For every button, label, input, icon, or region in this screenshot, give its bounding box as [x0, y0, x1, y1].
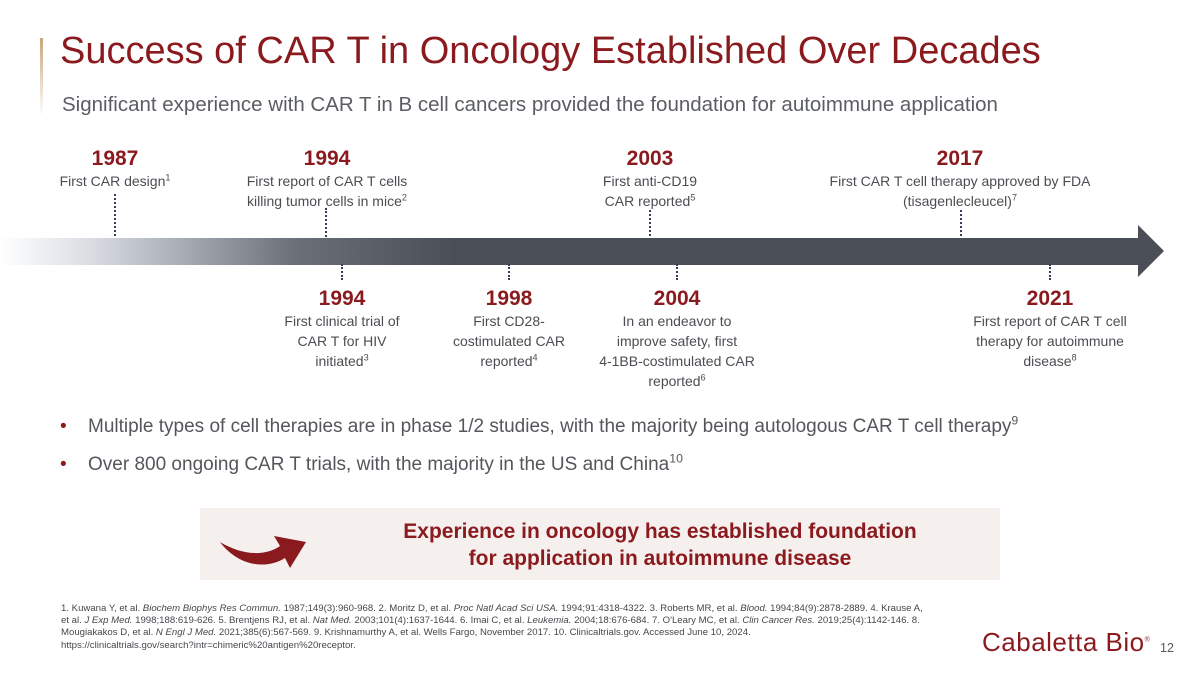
- callout-text: Experience in oncology has established f…: [403, 520, 917, 570]
- timeline-arrow-head: [1138, 225, 1164, 277]
- milestone-year: 2021: [1026, 287, 1074, 310]
- bullet-marker: •: [60, 454, 67, 475]
- milestone-desc: First anti-CD19 CAR reported5: [602, 173, 698, 209]
- milestone-2003: 2003 First anti-CD19 CAR reported5: [560, 147, 740, 211]
- milestone-1987: 1987 First CAR design1: [40, 147, 190, 191]
- milestone-year: 1998: [485, 287, 533, 310]
- title-accent-bar: [40, 38, 43, 116]
- timeline-connector: [341, 264, 343, 280]
- milestone-1994-hiv: 1994 First clinical trial of CAR T for H…: [262, 287, 422, 371]
- milestone-year: 2003: [626, 147, 674, 170]
- page-number: 12: [1160, 641, 1174, 655]
- references: 1. Kuwana Y, et al. Biochem Biophys Res …: [61, 603, 923, 651]
- milestone-1998: 1998 First CD28- costimulated CAR report…: [434, 287, 584, 371]
- timeline-connector: [508, 264, 510, 280]
- timeline-connector: [960, 210, 962, 240]
- milestone-2004: 2004 In an endeavor to improve safety, f…: [577, 287, 777, 391]
- milestone-year: 2004: [653, 287, 701, 310]
- timeline-connector: [1049, 264, 1051, 280]
- milestone-desc: First report of CAR T cell therapy for a…: [973, 313, 1127, 369]
- timeline-connector: [325, 208, 327, 240]
- company-logo: Cabaletta Bio®: [982, 627, 1151, 657]
- milestone-desc: First report of CAR T cells killing tumo…: [246, 173, 408, 209]
- slide-title: Success of CAR T in Oncology Established…: [60, 30, 1041, 72]
- milestone-desc: First clinical trial of CAR T for HIV in…: [284, 313, 400, 369]
- timeline-connector: [649, 210, 651, 240]
- bullet-item: • Multiple types of cell therapies are i…: [60, 413, 1019, 437]
- reference-url: https://clinicaltrials.gov/search?intr=c…: [61, 639, 356, 651]
- bullet-list: • Multiple types of cell therapies are i…: [60, 413, 1019, 491]
- timeline-connector: [676, 264, 678, 280]
- milestone-2021: 2021 First report of CAR T cell therapy …: [955, 287, 1145, 371]
- timeline-arrow-band: [0, 238, 1140, 265]
- timeline-connector: [114, 194, 116, 240]
- milestone-year: 2017: [936, 147, 984, 170]
- slide-subtitle: Significant experience with CAR T in B c…: [62, 93, 998, 116]
- milestone-desc: In an endeavor to improve safety, first …: [599, 313, 755, 389]
- milestone-desc: First CAR design1: [59, 172, 171, 189]
- milestone-year: 1994: [303, 147, 351, 170]
- milestone-year: 1987: [91, 147, 139, 170]
- bullet-marker: •: [60, 416, 67, 437]
- callout-box: Experience in oncology has established f…: [200, 508, 1000, 580]
- bullet-item: • Over 800 ongoing CAR T trials, with th…: [60, 451, 683, 475]
- curved-arrow-icon: [220, 536, 306, 568]
- milestone-2017: 2017 First CAR T cell therapy approved b…: [800, 147, 1120, 211]
- milestone-desc: First CAR T cell therapy approved by FDA…: [829, 173, 1091, 209]
- milestone-desc: First CD28- costimulated CAR reported4: [452, 313, 566, 369]
- milestone-year: 1994: [318, 287, 366, 310]
- milestone-1994-mice: 1994 First report of CAR T cells killing…: [222, 147, 432, 211]
